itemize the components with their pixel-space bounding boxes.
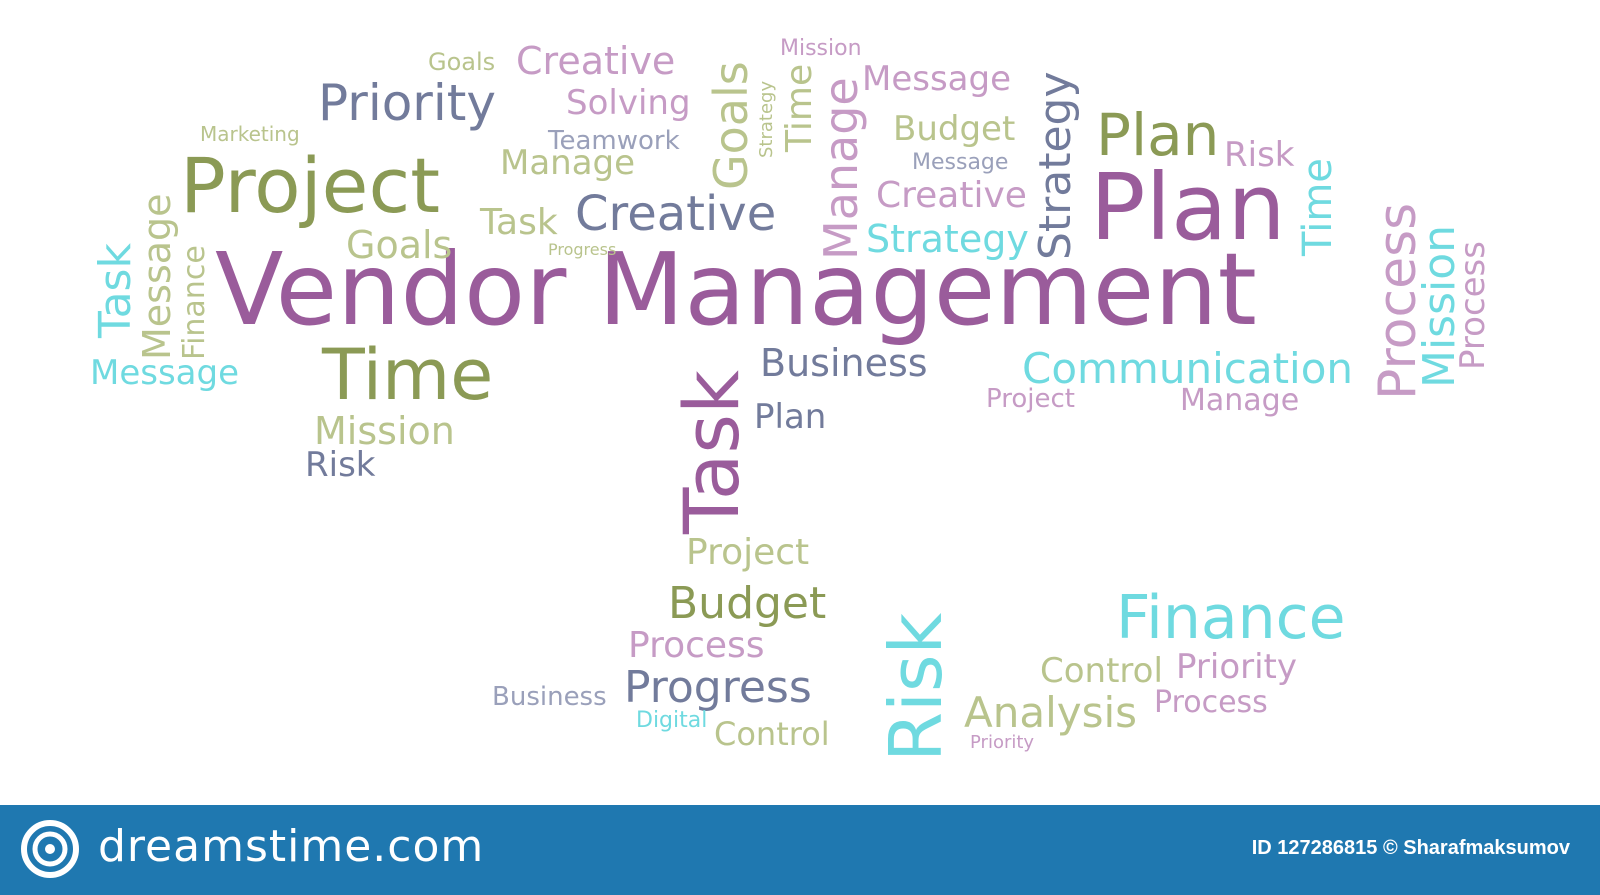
word-strategy: Strategy <box>866 217 1029 261</box>
word-creative-top: Creative <box>516 39 676 83</box>
word-message-small: Message <box>912 150 1009 175</box>
word-analysis: Analysis <box>964 688 1138 737</box>
word-priority-right: Priority <box>1176 647 1298 687</box>
word-budget-top: Budget <box>893 109 1016 149</box>
word-process-right: Process <box>1154 685 1268 720</box>
word-digital-bottom: Digital <box>636 708 708 733</box>
word-cloud: Vendor Management Plan Project Priority … <box>90 36 1493 763</box>
word-risk-mid: Risk <box>305 445 376 485</box>
word-risk-big: Risk <box>874 612 958 762</box>
word-marketing-top: Marketing <box>200 122 300 146</box>
word-project: Project <box>180 141 441 230</box>
word-task: Task <box>480 202 558 243</box>
word-task-vertical: Task <box>667 369 756 534</box>
word-plan: Plan <box>1090 154 1286 261</box>
word-priority: Priority <box>318 74 496 132</box>
word-control: Control <box>1040 651 1163 691</box>
brand-name: dreamstime.com <box>98 821 485 872</box>
word-finance: Finance <box>1116 583 1346 653</box>
word-goals-top: Goals <box>428 48 496 76</box>
word-manage-right: Manage <box>1180 383 1300 418</box>
word-progress-small: Progress <box>548 240 617 259</box>
word-creative: Creative <box>575 186 777 242</box>
word-control-bottom: Control <box>714 715 830 753</box>
word-business: Business <box>760 341 928 385</box>
word-mission-mid: Mission <box>314 409 455 453</box>
word-goals-mid: Goals <box>346 223 453 267</box>
word-finance-v: Finance <box>177 245 212 360</box>
word-creative-right: Creative <box>876 175 1027 216</box>
word-goals-vertical: Goals <box>704 61 758 190</box>
word-business-bottom: Business <box>492 682 607 712</box>
word-process: Process <box>628 625 765 666</box>
word-time-right: Time <box>1295 158 1341 256</box>
word-budget: Budget <box>668 578 827 629</box>
word-project-mid: Project <box>686 532 810 573</box>
word-priority-bottom: Priority <box>970 732 1035 753</box>
word-plan-mid: Plan <box>754 397 827 437</box>
word-process-v2: Process <box>1453 241 1493 370</box>
word-communication: Communication <box>1022 344 1354 393</box>
word-strategy-v: Strategy <box>1030 71 1081 260</box>
spiral-logo-icon <box>20 819 80 879</box>
word-vendor-management: Vendor Management <box>215 231 1257 348</box>
word-manage: Manage <box>500 143 636 183</box>
word-project-small: Project <box>986 384 1075 414</box>
word-mission-top: Mission <box>780 36 862 61</box>
word-risk-top: Risk <box>1224 135 1295 175</box>
word-task-left: Task <box>90 243 141 338</box>
word-manage-v: Manage <box>814 77 868 260</box>
word-time-v: Time <box>779 63 820 152</box>
word-message-left: Message <box>90 353 240 393</box>
word-solving: Solving <box>566 83 691 123</box>
word-plan-small: Plan <box>1096 101 1220 169</box>
word-strategy-tiny: Strategy <box>756 80 777 158</box>
word-teamwork: Teamwork <box>548 126 680 156</box>
footer-bar: dreamstime.com ID 127286815 © Sharafmaks… <box>0 805 1600 895</box>
word-message-v: Message <box>135 193 179 360</box>
image-credit: ID 127286815 © Sharafmaksumov <box>1251 837 1570 859</box>
word-time: Time <box>322 334 494 416</box>
word-progress: Progress <box>624 662 812 713</box>
word-message-top: Message <box>862 59 1012 99</box>
